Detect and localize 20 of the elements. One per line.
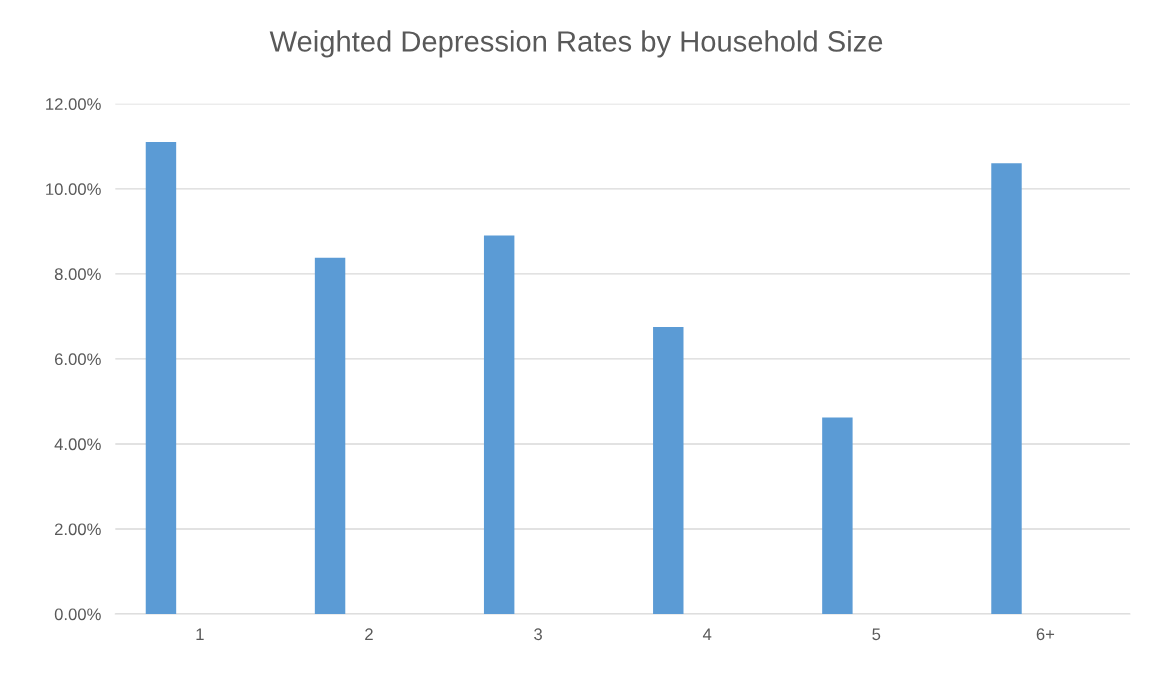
bar	[653, 327, 684, 615]
y-tick-label: 0.00%	[54, 608, 101, 621]
y-tick-label: 2.00%	[54, 523, 101, 536]
y-tick-label: 8.00%	[54, 268, 101, 281]
x-tick-label: 4	[702, 628, 712, 640]
x-tick-label: 5	[872, 628, 881, 641]
y-tick-label: 6.00%	[55, 353, 101, 366]
chart-title: Weighted Depression Rates by Household Size	[269, 30, 883, 58]
x-tick-label: 6+	[1036, 628, 1055, 641]
bar	[822, 417, 853, 615]
y-tick-label: 4.00%	[54, 438, 101, 451]
x-tick-label: 1	[196, 628, 204, 640]
y-tick-label: 12.00%	[46, 98, 101, 110]
y-tick-label: 10.00%	[46, 183, 101, 196]
bar	[145, 142, 177, 615]
x-tick-label: 2	[365, 628, 373, 640]
x-tick-label: 3	[534, 628, 542, 641]
bar	[991, 163, 1022, 615]
bar	[483, 235, 515, 615]
bar	[314, 257, 346, 615]
